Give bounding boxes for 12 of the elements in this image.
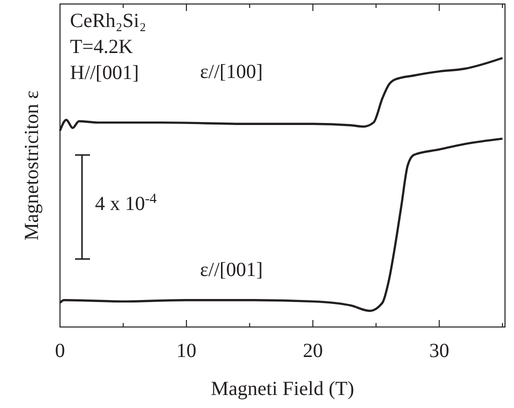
x-tick-label: 30 [429,340,450,362]
annotation: 4 x 10$^{-4}$ [95,192,157,215]
y-axis-title: Magnetostriciton ε [21,90,43,241]
annotation: T=4.2K [70,36,134,58]
x-tick-label: 0 [55,340,65,362]
x-tick-label: 10 [176,340,196,362]
text: ε//[100] [200,61,263,83]
x-axis-title: Magneti Field (T) [210,378,354,400]
series-label: ε//[001] [200,259,263,281]
annotation: H//[001] [70,62,139,84]
x-tick-label: 20 [302,340,323,362]
text: CeRh₂Si₂ [70,10,146,32]
